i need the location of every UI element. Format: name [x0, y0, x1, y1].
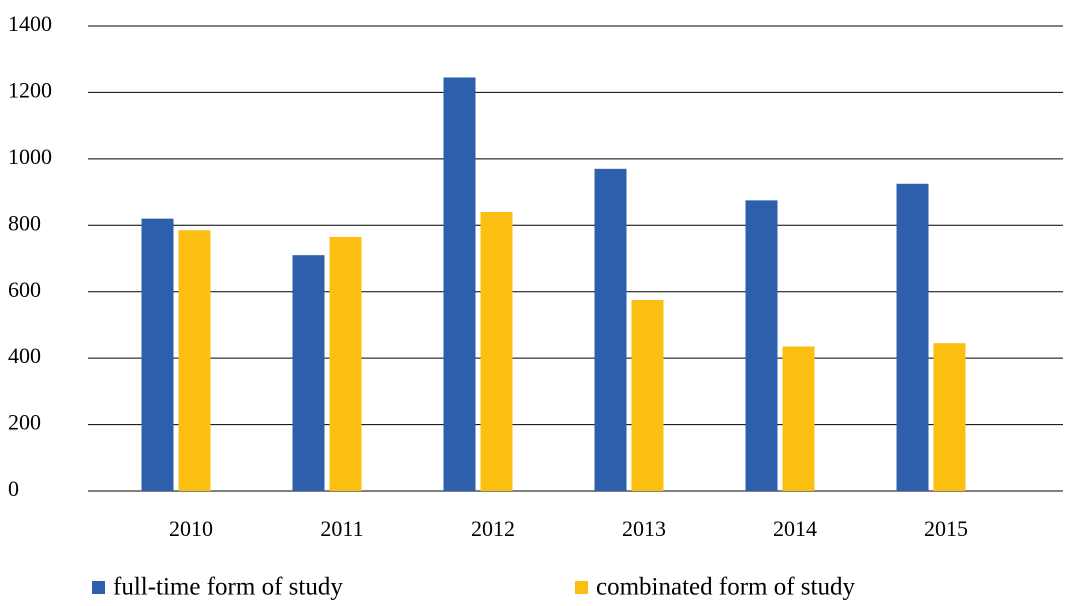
- bar: [141, 218, 174, 491]
- bar: [480, 212, 513, 491]
- y-tick-label: 600: [8, 277, 41, 302]
- bar: [443, 77, 476, 491]
- bar: [782, 346, 815, 491]
- legend-label: full-time form of study: [113, 574, 343, 601]
- x-tick-label: 2013: [622, 516, 666, 541]
- x-tick-label: 2010: [169, 516, 213, 541]
- bar: [896, 183, 929, 491]
- legend-label: combinated form of study: [596, 574, 855, 601]
- y-tick-label: 1200: [8, 77, 52, 102]
- x-tick-label: 2011: [320, 516, 363, 541]
- y-tick-label: 800: [8, 210, 41, 235]
- y-tick-label: 1400: [8, 11, 52, 36]
- legend-swatch: [575, 581, 588, 594]
- legend-swatch: [92, 581, 105, 594]
- y-tick-label: 200: [8, 410, 41, 435]
- bar: [933, 343, 966, 491]
- y-tick-label: 400: [8, 343, 41, 368]
- x-tick-label: 2015: [924, 516, 968, 541]
- bar: [594, 168, 627, 492]
- bar: [329, 236, 362, 491]
- y-tick-label: 0: [8, 476, 19, 501]
- bar: [178, 230, 211, 491]
- bar: [631, 300, 664, 491]
- bar: [745, 200, 778, 491]
- x-tick-label: 2014: [773, 516, 817, 541]
- y-tick-label: 1000: [8, 144, 52, 169]
- bar: [292, 255, 325, 491]
- x-tick-label: 2012: [471, 516, 515, 541]
